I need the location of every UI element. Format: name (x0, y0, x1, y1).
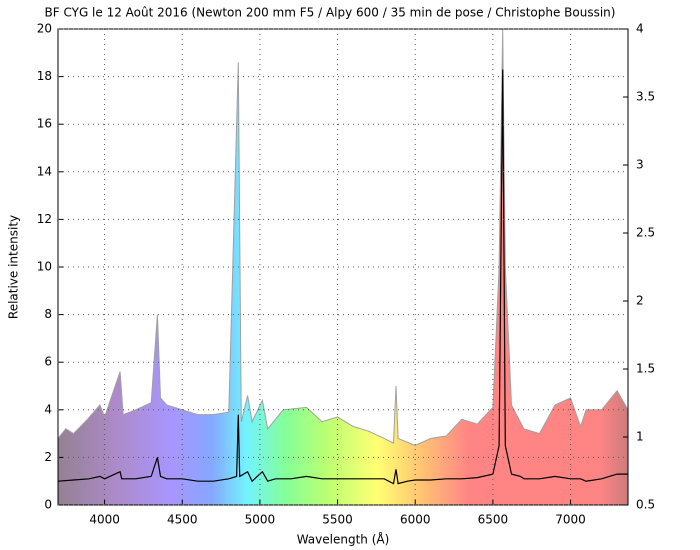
y-tick-label: 14 (37, 164, 52, 178)
y-tick-label: 10 (37, 260, 52, 274)
x-tick-label: 5000 (245, 513, 276, 527)
y-tick-label: 8 (44, 307, 52, 321)
y-tick-label: 2 (44, 450, 52, 464)
spectrum-line (58, 69, 628, 485)
x-tick-label: 4000 (89, 513, 120, 527)
plot-area (58, 29, 628, 505)
x-tick-label: 6000 (400, 513, 431, 527)
spectrum-area (58, 29, 628, 505)
x-tick-label: 5500 (322, 513, 353, 527)
y2-tick-label: 1.5 (636, 362, 655, 376)
chart-title: BF CYG le 12 Août 2016 (Newton 200 mm F5… (45, 6, 616, 20)
y-tick-label: 18 (37, 69, 52, 83)
x-axis-label: Wavelength (Å) (297, 532, 390, 547)
y2-tick-label: 0.5 (636, 498, 655, 512)
y2-tick-label: 4 (636, 22, 644, 36)
x-tick-label: 6500 (478, 513, 509, 527)
y2-tick-label: 2 (636, 294, 644, 308)
x-tick-label: 4500 (167, 513, 198, 527)
y-axis-label: Relative intensity (7, 215, 21, 319)
y2-tick-label: 3.5 (636, 90, 655, 104)
x-tick-label: 7000 (555, 513, 586, 527)
y2-tick-label: 2.5 (636, 226, 655, 240)
y2-tick-label: 3 (636, 158, 644, 172)
y-tick-label: 6 (44, 355, 52, 369)
y-tick-label: 0 (44, 498, 52, 512)
y2-tick-label: 1 (636, 430, 644, 444)
y-tick-label: 12 (37, 212, 52, 226)
y-tick-label: 20 (37, 22, 52, 36)
y-tick-label: 4 (44, 402, 52, 416)
y-tick-label: 16 (37, 117, 52, 131)
